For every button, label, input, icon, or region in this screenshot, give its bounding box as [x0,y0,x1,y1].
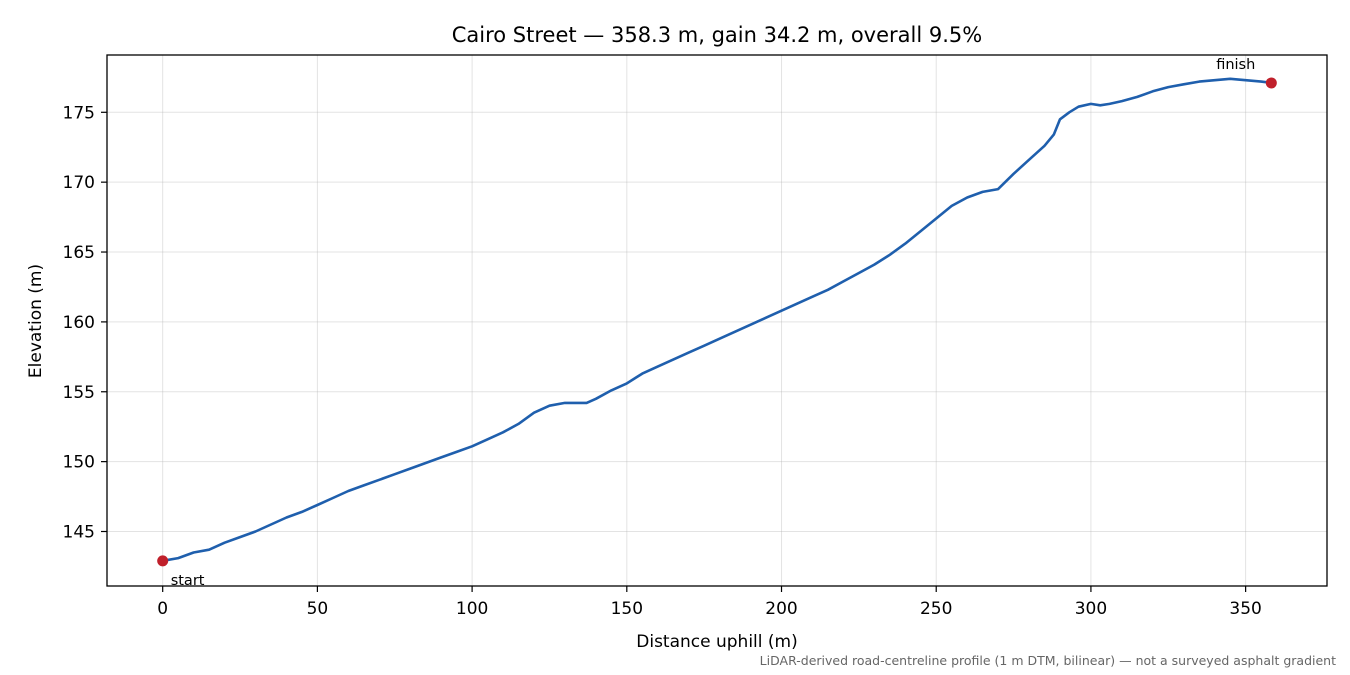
y-tick-label: 150 [63,453,95,473]
start-marker [157,555,169,567]
x-tick-label: 0 [157,599,168,619]
x-tick-label: 100 [456,599,488,619]
elevation-profile-line [161,77,1273,563]
plot-area: start finish [157,57,1277,589]
axis-ticks: 0 50 100 150 200 250 300 350 145 150 155 160 165 170 1… [63,103,1262,619]
chart-caption: LiDAR-derived road-centreline profile (1… [760,653,1336,668]
y-tick-label: 145 [63,523,95,543]
x-tick-label: 50 [307,599,329,619]
x-axis-label: Distance uphill (m) [636,632,797,652]
y-tick-label: 175 [63,103,95,123]
plot-frame [106,54,1328,587]
y-axis-label: Elevation (m) [26,264,46,378]
y-tick-label: 170 [63,173,95,193]
x-tick-label: 200 [765,599,797,619]
finish-label: finish [1216,57,1255,73]
x-tick-label: 150 [611,599,643,619]
finish-marker [1265,77,1277,89]
x-tick-label: 300 [1075,599,1107,619]
x-tick-label: 350 [1229,599,1261,619]
chart-title: Cairo Street — 358.3 m, gain 34.2 m, ove… [452,23,982,47]
y-tick-label: 160 [63,313,95,333]
x-tick-label: 250 [920,599,952,619]
y-tick-label: 155 [63,383,95,403]
start-label: start [171,573,205,589]
grid-lines [107,55,1327,586]
y-tick-label: 165 [63,243,95,263]
